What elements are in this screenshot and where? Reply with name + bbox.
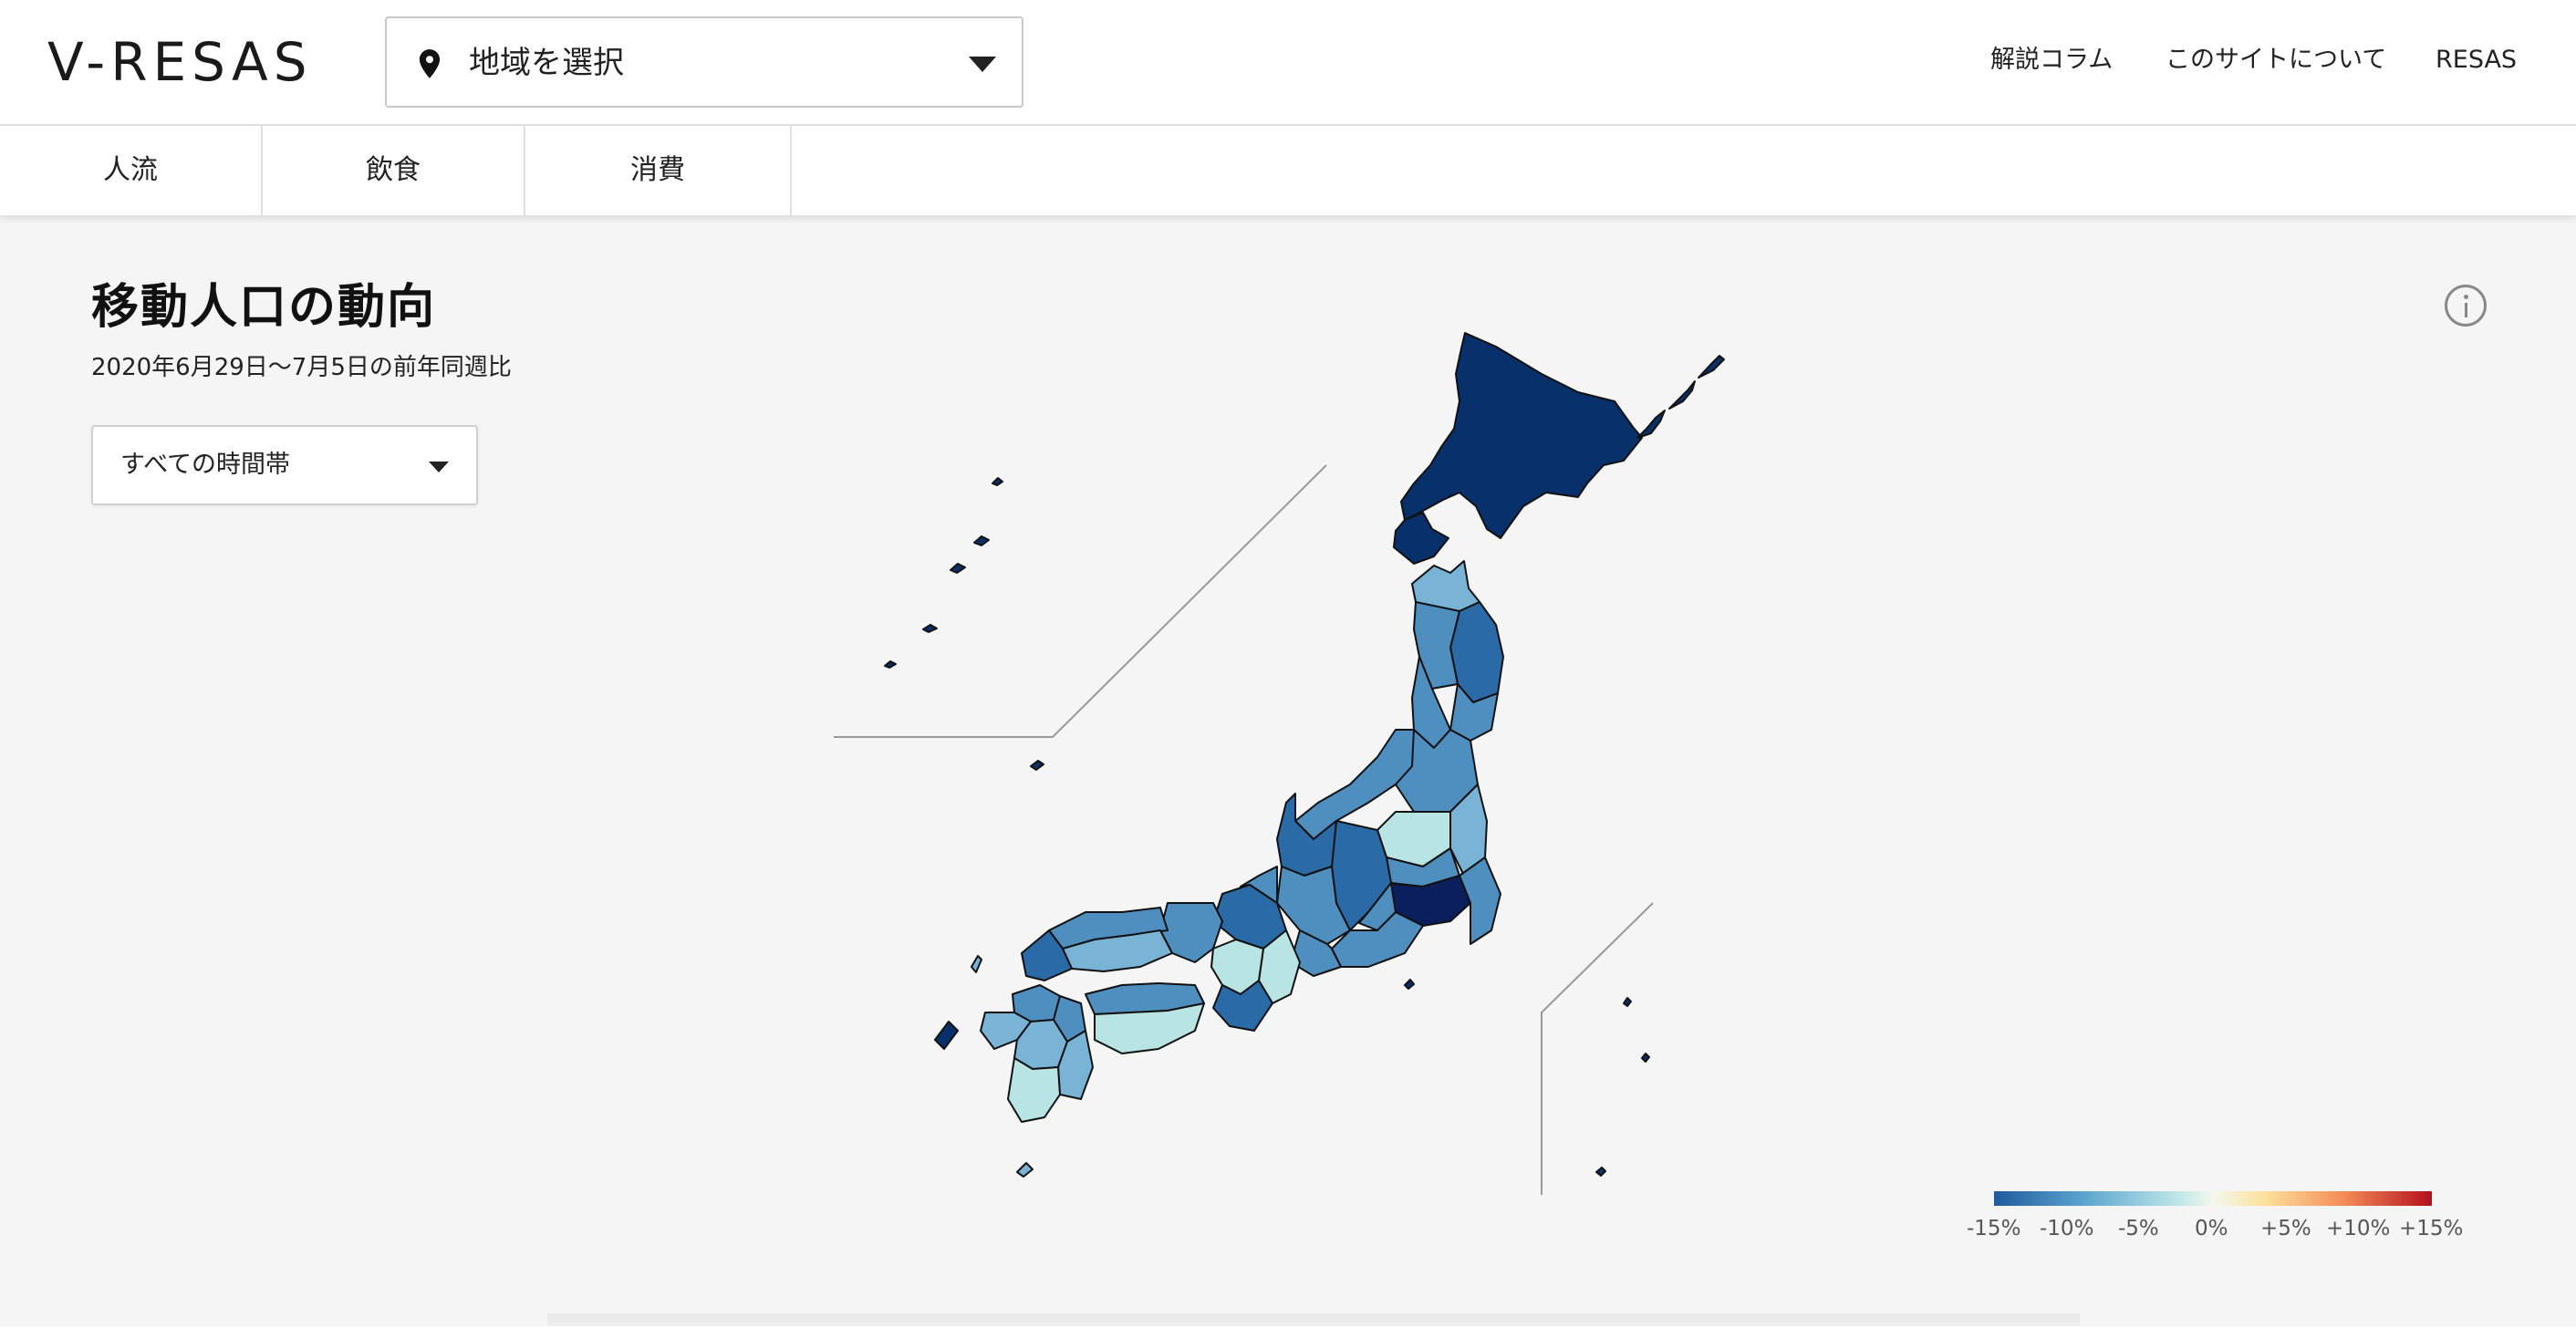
region-gifu: [1276, 866, 1351, 945]
region-yamaguchi: [1021, 929, 1073, 981]
nav-link-columns[interactable]: 解説コラム: [1990, 46, 2114, 74]
region-yamanashi: [1358, 882, 1397, 931]
site-logo[interactable]: V-RESAS: [47, 31, 313, 93]
bottom-panel-edge: [0, 1326, 2576, 1339]
region-wakayama: [1212, 980, 1273, 1032]
period-subtitle: 2020年6月29日〜7月5日の前年同週比: [91, 354, 512, 381]
legend-label: +5%: [2260, 1217, 2311, 1240]
chevron-down-icon: [429, 462, 449, 472]
page-title: 移動人口の動向: [91, 280, 437, 335]
legend-label: +10%: [2326, 1217, 2391, 1240]
legend-label: -5%: [2118, 1217, 2159, 1240]
inset-divider-okinawa: [834, 464, 1327, 738]
nav-link-resas[interactable]: RESAS: [2436, 46, 2518, 74]
legend-label: -15%: [1967, 1217, 2021, 1240]
nav-link-about[interactable]: このサイトについて: [2166, 46, 2387, 74]
inset-divider-ogasawara: [1541, 902, 1654, 1195]
tab-consumption[interactable]: 消費: [525, 126, 792, 215]
time-range-select[interactable]: すべての時間帯: [91, 425, 478, 505]
tab-people-flow[interactable]: 人流: [0, 126, 263, 215]
region-akita: [1413, 601, 1460, 690]
region-select-label: 地域を選択: [469, 45, 624, 81]
tab-dining[interactable]: 飲食: [263, 126, 525, 215]
time-range-value: すべての時間帯: [120, 451, 291, 479]
color-legend: [1994, 1191, 2432, 1206]
map-pin-icon: [419, 49, 441, 78]
legend-gradient-bar: [1994, 1191, 2432, 1206]
legend-label: 0%: [2195, 1217, 2228, 1240]
info-icon[interactable]: [2445, 285, 2487, 327]
region-select-dropdown[interactable]: 地域を選択: [385, 16, 1023, 108]
japan-choropleth-map: [834, 332, 1725, 1195]
region-hokkaido: [1400, 332, 1643, 539]
category-tabs: 人流 飲食 消費: [0, 126, 2576, 215]
chevron-down-icon: [969, 57, 996, 72]
legend-label: -10%: [2040, 1217, 2094, 1240]
region-hokkaido-peninsula: [1393, 512, 1449, 565]
region-shikoku-south: [1094, 1002, 1205, 1054]
app-header: V-RESAS 地域を選択 解説コラム このサイトについて RESAS: [0, 0, 2576, 126]
region-okayama-hiroshima: [1062, 929, 1173, 972]
region-kagoshima: [1007, 1057, 1061, 1123]
region-chiba: [1459, 856, 1501, 945]
legend-label: +15%: [2399, 1217, 2464, 1240]
